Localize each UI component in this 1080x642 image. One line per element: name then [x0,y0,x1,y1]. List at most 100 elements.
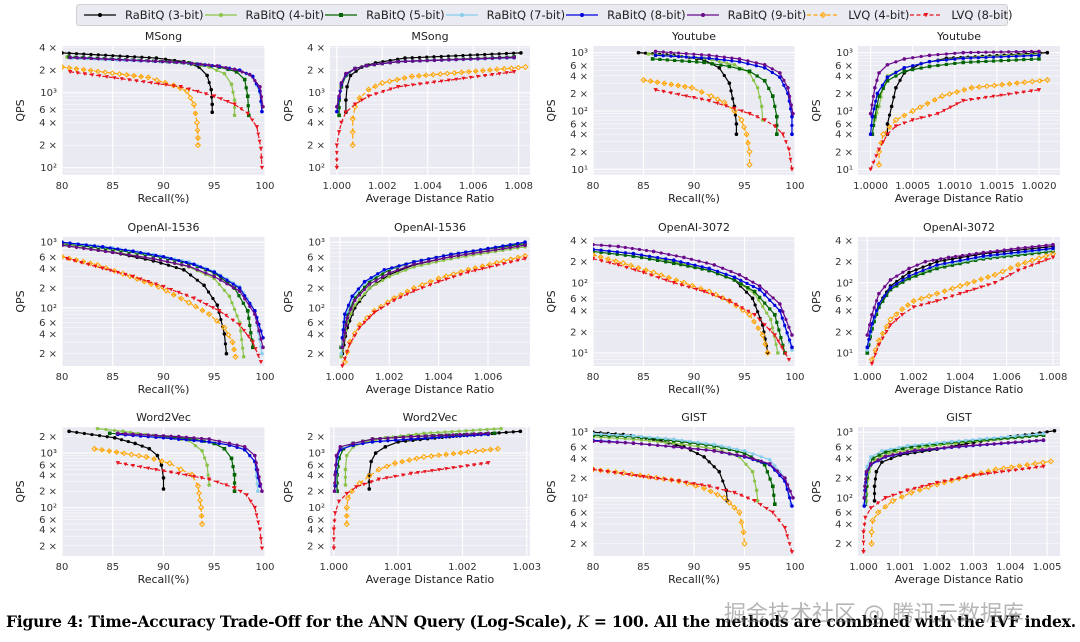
data-point [390,266,394,270]
data-point [127,253,131,257]
data-point [688,446,692,450]
data-point [428,283,433,287]
data-point [480,267,485,271]
data-point [623,251,627,255]
data-point [871,123,876,128]
data-point [680,59,684,63]
data-point [789,103,793,107]
data-point [886,124,893,131]
data-point [893,311,900,318]
data-point [916,486,923,493]
data-point [486,249,490,253]
data-point [888,278,893,282]
y-tick-label: 10² [40,163,57,174]
data-point [184,293,189,298]
data-point [783,323,787,327]
x-tick-label: 1.000 [326,372,355,383]
y-tick-label: 4 × [835,130,853,141]
data-point [599,439,603,444]
series-rabitq-9-bit [332,431,490,493]
data-point [476,57,480,61]
data-point [686,261,690,266]
data-point [231,464,235,469]
data-point [732,62,737,67]
data-point [435,452,442,459]
data-point [451,433,455,437]
data-point [948,105,953,110]
subplot-title: Youtube [936,30,981,43]
y-tick-label: 6 × [835,61,853,72]
data-point [778,302,782,306]
data-point [751,284,755,289]
data-point [985,274,991,280]
y-tick-label: 6 × [570,508,588,519]
data-point [384,476,389,480]
data-point [942,108,947,113]
series-rabitq-8-bit [340,240,527,340]
data-point [97,434,102,438]
data-point [730,56,734,60]
data-point [245,111,250,116]
y-tick-label: 10² [308,503,325,514]
y-tick-label: 2 × [307,66,325,77]
x-tick-label: 1.001 [886,562,915,573]
data-point [971,278,977,285]
data-point [917,444,921,448]
data-point [336,130,342,135]
data-point [516,244,520,248]
y-tick-label: 6 × [570,61,588,72]
data-point [782,525,788,530]
data-point [971,443,975,447]
data-point [868,167,873,172]
data-point [877,453,881,457]
data-point [707,268,711,273]
data-point [788,157,793,162]
data-point [178,85,183,90]
data-point [219,317,223,322]
data-point [999,93,1004,98]
data-point [686,285,691,290]
data-point [340,364,345,369]
data-point [349,312,353,316]
data-point [485,461,491,466]
data-point [103,53,108,57]
data-point [519,51,523,55]
series-rabitq-9-bit [862,438,1046,500]
data-point [647,78,654,85]
data-point [736,509,743,516]
data-point [1022,54,1026,58]
series-rabitq-7-bit [862,431,1046,506]
data-point [757,298,761,302]
data-point [411,59,415,63]
data-point [212,94,217,99]
data-point [92,244,97,248]
data-point [880,449,884,453]
data-point [176,434,181,439]
data-point [131,463,136,468]
data-point [511,430,515,434]
data-point [875,104,879,108]
data-point [439,54,443,59]
data-point [688,439,692,443]
data-point [413,455,420,462]
data-point [1045,50,1050,55]
data-point [158,258,163,262]
data-point [217,441,221,446]
data-point [237,286,242,290]
data-point [901,112,908,119]
data-point [461,57,465,61]
data-point [479,462,484,466]
data-point [199,436,204,441]
y-tick-label: 2 × [307,284,325,295]
data-point [361,439,365,443]
series-line [352,66,526,146]
data-point [861,530,866,535]
legend-swatch [566,13,599,17]
data-point [870,312,874,317]
data-point [229,339,236,346]
data-point [109,70,116,77]
data-point [984,50,988,54]
data-point [672,258,676,263]
data-point [764,506,769,511]
